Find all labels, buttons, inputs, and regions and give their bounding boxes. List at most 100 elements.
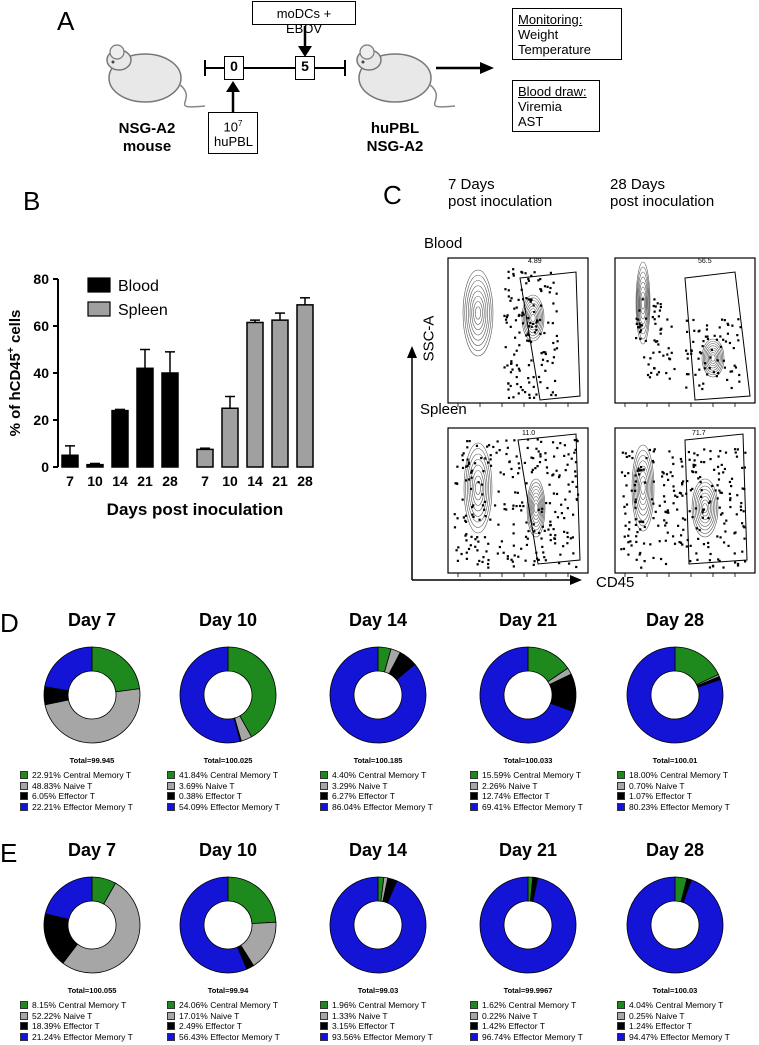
event-dot [743,466,746,469]
event-dot [641,298,644,301]
bar [296,304,314,468]
event-dot [507,289,510,292]
event-dot [634,506,637,509]
event-dot [720,491,723,494]
donut-title: Day 14 [348,840,408,860]
event-dot [477,540,480,543]
legend-swatch [470,1001,478,1009]
event-dot [464,534,467,537]
event-dot [686,352,689,355]
contour [639,286,647,320]
event-dot [739,508,743,512]
event-dot [510,360,513,363]
donut-slice [479,876,577,974]
event-dot [533,560,536,563]
contour [702,503,708,513]
event-dot [575,485,578,488]
donut-legend-item: 17.01% Naive T [167,1011,280,1022]
event-dot [631,450,634,453]
donut-legend-item: 3.69% Naive T [167,781,280,792]
event-dot [642,542,646,545]
event-dot [527,364,531,367]
event-dot [692,340,695,343]
donut-legend-item: 3.15% Effector T [320,1021,433,1032]
legend-swatch [470,1032,478,1041]
donut-chart [43,646,141,744]
event-dot [511,475,514,479]
event-dot [467,547,471,551]
contour [702,340,724,376]
event-dot [720,318,724,321]
event-dot [651,459,654,463]
event-dot [503,314,506,317]
event-dot [563,444,566,447]
event-dot [628,528,631,531]
event-dot [464,514,468,517]
event-dot [724,530,727,533]
donut-legend-item: 0.38% Effector T [167,791,280,802]
event-dot [698,528,701,532]
event-dot [541,545,544,549]
event-dot [717,478,721,481]
arrow-up-icon [407,346,417,358]
event-dot [505,315,509,319]
donut-legend-text: 12.74% Effector T [482,791,550,801]
event-dot [693,452,696,455]
event-dot [672,485,675,488]
bar [271,319,289,468]
event-dot [702,382,705,385]
event-dot [512,504,515,507]
donut-title: Day 21 [498,840,558,860]
event-dot [461,498,464,501]
event-dot [635,535,638,538]
event-dot [638,473,641,476]
event-dot [558,562,561,565]
event-dot [510,362,513,365]
event-dot [456,517,459,520]
event-dot [741,550,744,553]
x-tick-label: 10 [87,473,103,489]
event-dot [701,387,704,391]
contour [521,294,545,342]
gate-value: 71.7 [692,430,706,437]
event-dot [530,456,533,459]
donut-legend-item: 48.83% Naive T [20,781,133,792]
event-dot [535,393,538,396]
event-dot [729,505,732,509]
donut-total: Total=99.9967 [503,986,553,995]
event-dot [486,445,489,448]
donut-legend-item: 8.15% Central Memory T [20,1000,133,1011]
contour [531,496,541,520]
event-dot [552,341,555,345]
event-dot [472,515,475,518]
flow-plot [447,427,589,577]
event-dot [643,356,646,359]
donut-legend-text: 56.43% Effector Memory T [179,1031,280,1042]
event-dot [537,375,541,379]
event-dot [640,566,643,569]
donut-legend-item: 22.21% Effector Memory T [20,802,133,813]
event-dot [555,469,558,472]
contour [527,482,545,534]
event-dot [719,536,722,539]
event-dot [489,518,492,521]
event-dot [493,504,497,507]
event-dot [652,450,655,453]
event-dot [548,524,552,527]
event-dot [623,535,626,538]
event-dot [533,530,536,533]
event-dot [483,536,487,539]
event-dot [621,451,624,454]
event-dot [516,382,519,386]
event-dot [719,513,723,516]
event-dot [511,560,514,563]
contour [640,296,646,310]
event-dot [666,509,669,512]
arrow-right-icon [570,575,582,585]
donut-legend-item: 41.84% Central Memory T [167,770,280,781]
event-dot [624,524,627,527]
event-dot [484,515,487,518]
event-dot [537,558,540,562]
contour [631,444,655,532]
donut-chart [329,646,427,744]
